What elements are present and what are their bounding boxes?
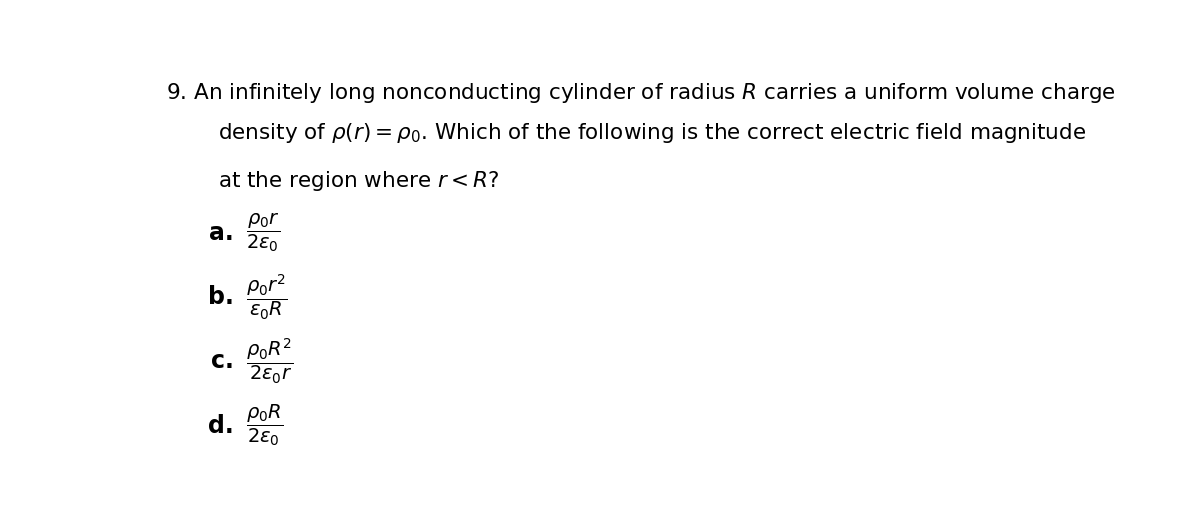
Text: a.: a. [210,221,234,245]
Text: $\dfrac{\rho_0 R^2}{2\epsilon_0 r}$: $\dfrac{\rho_0 R^2}{2\epsilon_0 r}$ [246,337,293,386]
Text: at the region where $r < R$?: at the region where $r < R$? [218,169,499,193]
Text: 9. An infinitely long nonconducting cylinder of radius $R$ carries a uniform vol: 9. An infinitely long nonconducting cyli… [166,81,1116,105]
Text: c.: c. [211,350,234,374]
Text: d.: d. [209,414,234,438]
Text: $\dfrac{\rho_0 R}{2\epsilon_0}$: $\dfrac{\rho_0 R}{2\epsilon_0}$ [246,403,284,448]
Text: density of $\rho(r) = \rho_0$. Which of the following is the correct electric fi: density of $\rho(r) = \rho_0$. Which of … [218,121,1086,145]
Text: $\dfrac{\rho_0 r^2}{\epsilon_0 R}$: $\dfrac{\rho_0 r^2}{\epsilon_0 R}$ [246,272,287,322]
Text: $\dfrac{\rho_0 r}{2\epsilon_0}$: $\dfrac{\rho_0 r}{2\epsilon_0}$ [246,212,280,254]
Text: b.: b. [209,285,234,309]
